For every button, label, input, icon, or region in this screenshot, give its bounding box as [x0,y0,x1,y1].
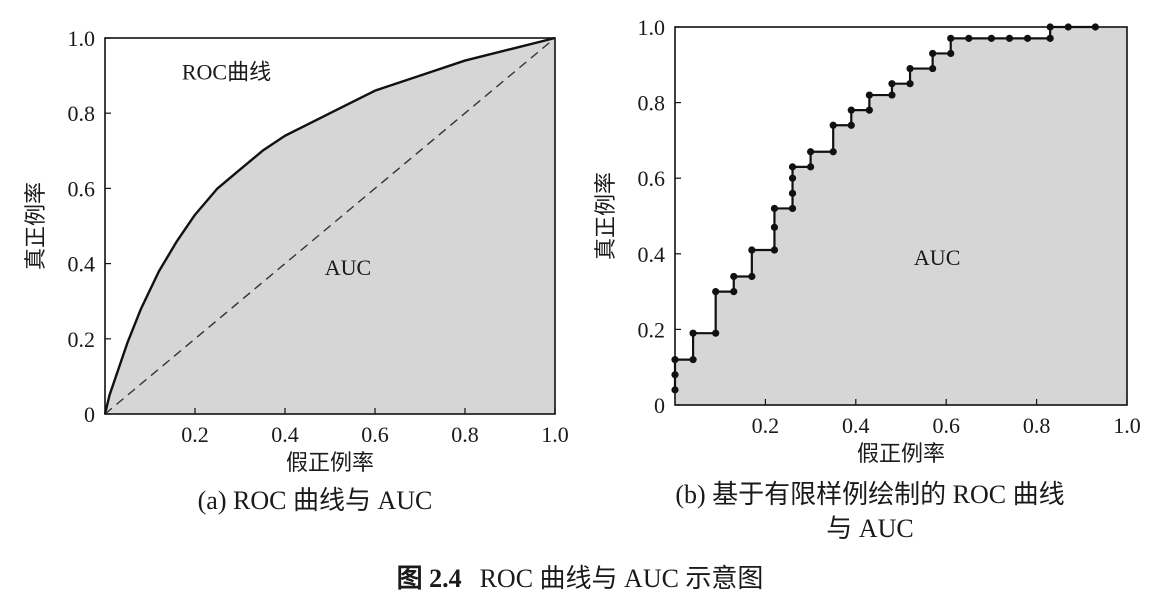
panel-b-data-point [712,329,720,337]
panel-b-data-point [770,246,779,254]
panel-b-data-point [888,91,896,99]
panel-a-y-tick-label: 1.0 [68,26,96,51]
panel-a-x-tick-label: 0.2 [181,422,209,447]
panel-a-x-tick-label: 0.4 [271,422,299,447]
panel-b-y-tick-label: 1.0 [638,15,666,40]
panel-a-roc-curve [103,36,556,415]
panel-b-data-point [847,106,855,114]
panel-b-data-point [1046,34,1054,42]
panel-b-data-point [807,148,815,156]
panel-a-caption: (a) ROC 曲线与 AUC [197,486,433,515]
panel-a-y-tick-label: 0 [84,402,95,427]
panel-b-data-point [807,163,815,171]
panel-a-x-tick-label: 1.0 [541,422,569,447]
panel-b-caption-line-2: 与 AUC [826,514,914,543]
panel-a-y-tick-label: 0.2 [68,327,96,352]
panel-a-y-tick-label: 0.4 [68,252,96,277]
panel-a-auc-annotation: AUC [325,255,371,280]
panel-b-data-point [770,204,779,213]
panel-b-x-tick-label: 0.4 [842,413,870,438]
panel-a-y-axis-label: 真正例率 [23,182,48,270]
figure-caption: 图 2.4 ROC 曲线与 AUC 示意图 [0,562,1160,596]
panel-b-data-point [947,34,955,42]
panel-b-data-point [689,329,697,337]
panel-b-data-point [929,64,937,73]
panel-b-data-point [865,91,873,99]
panel-b-x-tick-label: 0.2 [752,413,780,438]
panel-b-auc-area [675,27,1127,405]
panel-a-x-axis-label: 假正例率 [286,450,374,475]
panel-b-data-point [1023,34,1032,42]
panel-b-data-point [929,49,937,58]
panel-a-y-tick-label: 0.8 [68,101,96,126]
panel-b-data-point [965,34,973,42]
panel-b-data-point [748,246,756,254]
panel-b-y-tick-label: 0.2 [638,317,666,342]
panel-b-y-axis-label: 真正例率 [593,172,618,260]
panel-b-data-point [906,80,914,88]
panel-b-data-point [829,121,837,129]
figure-number: 图 2.4 [396,564,462,593]
panel-b-data-point [788,204,797,213]
panel-b-data-point [748,272,756,281]
panel-b-data-point [712,288,720,296]
panel-b-data-point [788,189,797,197]
panel-b-data-point [730,272,738,281]
panel-b-auc-annotation: AUC [914,245,960,270]
panel-b-y-tick-label: 0.4 [638,242,666,267]
panel-b-data-point [847,121,855,129]
panel-b-data-point [689,356,697,364]
panel-b-x-axis-label: 假正例率 [857,441,945,466]
panel-b-data-point [906,64,914,73]
panel-b-caption-line-1: (b) 基于有限样例绘制的 ROC 曲线 [675,480,1065,509]
panel-b-y-tick-label: 0.8 [638,91,666,116]
panel-b-data-point [788,163,797,171]
panel-b-y-tick-label: 0 [654,393,665,418]
panel-b-data-point [770,223,779,231]
panel-b-x-tick-label: 0.6 [932,413,960,438]
panel-a-plot-frame [104,37,556,415]
panel-a-x-tick-label: 0.8 [451,422,479,447]
panel-b-data-point [1005,34,1014,42]
panel-b-y-tick-label: 0.6 [638,166,666,191]
panel-b-data-point [888,80,896,88]
panel-a-random-guess-diagonal [104,37,556,415]
panel-b-data-point [829,148,837,156]
panel-b-data-point [730,288,738,296]
figure-title: ROC 曲线与 AUC 示意图 [479,564,764,593]
panel-b-x-tick-label: 0.8 [1023,413,1051,438]
panel-b-plot-frame [674,26,1128,406]
panel-a-curve-annotation: ROC曲线 [182,59,271,84]
panel-b-caption: (b) 基于有限样例绘制的 ROC 曲线 与 AUC [600,478,1140,546]
panel-b-data-point [788,174,797,182]
panel-b-x-tick-label: 1.0 [1113,413,1141,438]
panel-a-x-tick-label: 0.6 [361,422,389,447]
panel-b-data-point [865,106,873,114]
panel-b-data-point [987,34,996,42]
panel-a-y-tick-label: 0.6 [68,176,96,201]
panel-b-data-point [947,49,955,58]
